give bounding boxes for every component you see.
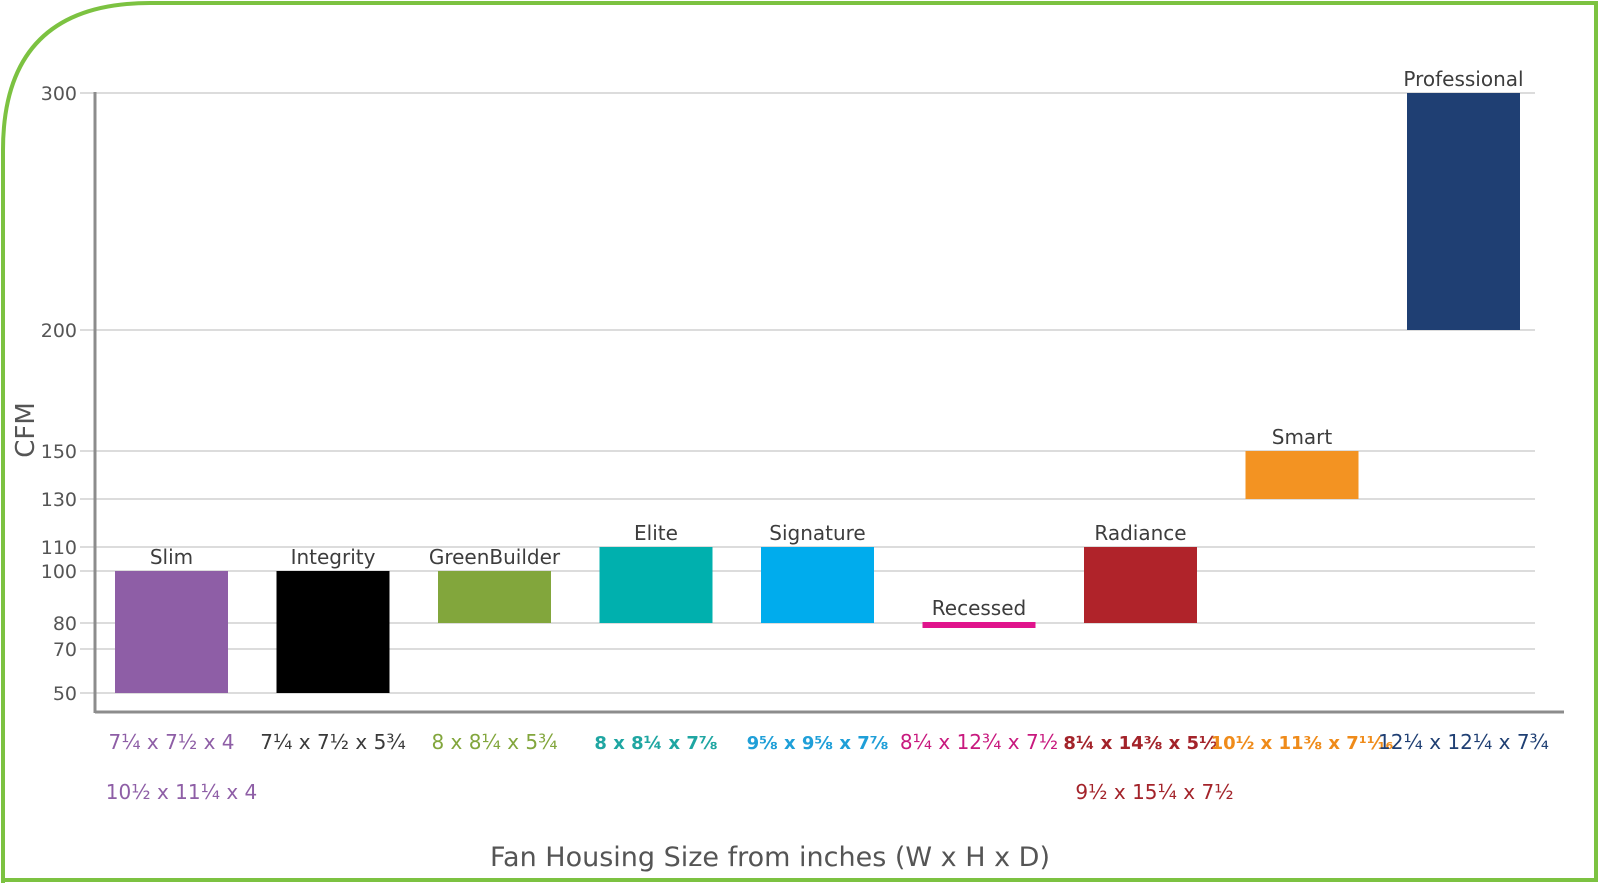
y-tick-label: 300 [41, 83, 77, 105]
size-label-radiance: 9½ x 15¼ x 7½ [1075, 780, 1233, 804]
bar-labels: Slim Integrity GreenBuilder Elite Signature R… [150, 67, 1524, 620]
size-label-signature: 9⅝ x 9⅝ x 7⅞ [747, 733, 889, 754]
y-tick-label: 150 [41, 441, 77, 463]
bars [115, 93, 1520, 693]
bar-label-integrity: Integrity [291, 545, 376, 569]
bar-label-signature: Signature [769, 521, 865, 545]
bar-label-elite: Elite [634, 521, 678, 545]
bar-radiance [1084, 547, 1197, 623]
size-label-elite: 8 x 8¼ x 7⅞ [594, 733, 717, 754]
size-label-recessed: 8¼ x 12¾ x 7½ [900, 730, 1058, 754]
bar-label-slim: Slim [150, 545, 193, 569]
size-label-professional: 12¼ x 12¼ x 7¾ [1378, 730, 1549, 754]
y-tick-label: 130 [41, 489, 77, 511]
y-tick-label: 50 [53, 683, 77, 705]
bar-elite [599, 547, 713, 623]
y-tick-label: 200 [41, 320, 77, 342]
bar-smart [1245, 451, 1359, 499]
bar-label-professional: Professional [1403, 67, 1523, 91]
bar-greenbuilder [438, 571, 551, 623]
bar-label-recessed: Recessed [932, 596, 1026, 620]
x-size-labels: 7¼ x 7½ x 4 10½ x 11¼ x 4 7¼ x 7½ x 5¾ 8 x … [106, 730, 1549, 804]
bar-label-greenbuilder: GreenBuilder [429, 545, 561, 569]
y-axis-title: CFM [11, 402, 41, 458]
size-label-slim: 7¼ x 7½ x 4 [108, 730, 234, 754]
bar-label-radiance: Radiance [1094, 521, 1186, 545]
bar-signature [761, 547, 874, 623]
y-tick-label: 100 [41, 561, 77, 583]
size-label-slim: 10½ x 11¼ x 4 [106, 780, 258, 804]
size-label-integrity: 7¼ x 7½ x 5¾ [260, 730, 405, 754]
y-tick-label: 110 [41, 537, 77, 559]
bar-integrity [276, 571, 390, 693]
x-axis-title: Fan Housing Size from inches (W x H x D) [490, 842, 1050, 873]
bar-slim [115, 571, 228, 693]
bar-professional [1407, 93, 1520, 330]
axes [93, 92, 1564, 714]
size-label-greenbuilder: 8 x 8¼ x 5¾ [431, 730, 557, 754]
size-label-radiance: 8¼ x 14⅜ x 5½ [1063, 733, 1217, 754]
y-tick-label: 70 [53, 639, 77, 661]
y-tick-label: 80 [53, 613, 77, 635]
bar-recessed [922, 622, 1036, 628]
bar-label-smart: Smart [1272, 425, 1333, 449]
size-label-smart: 10½ x 11⅜ x 7¹¹⁄₁₆ [1211, 733, 1394, 754]
